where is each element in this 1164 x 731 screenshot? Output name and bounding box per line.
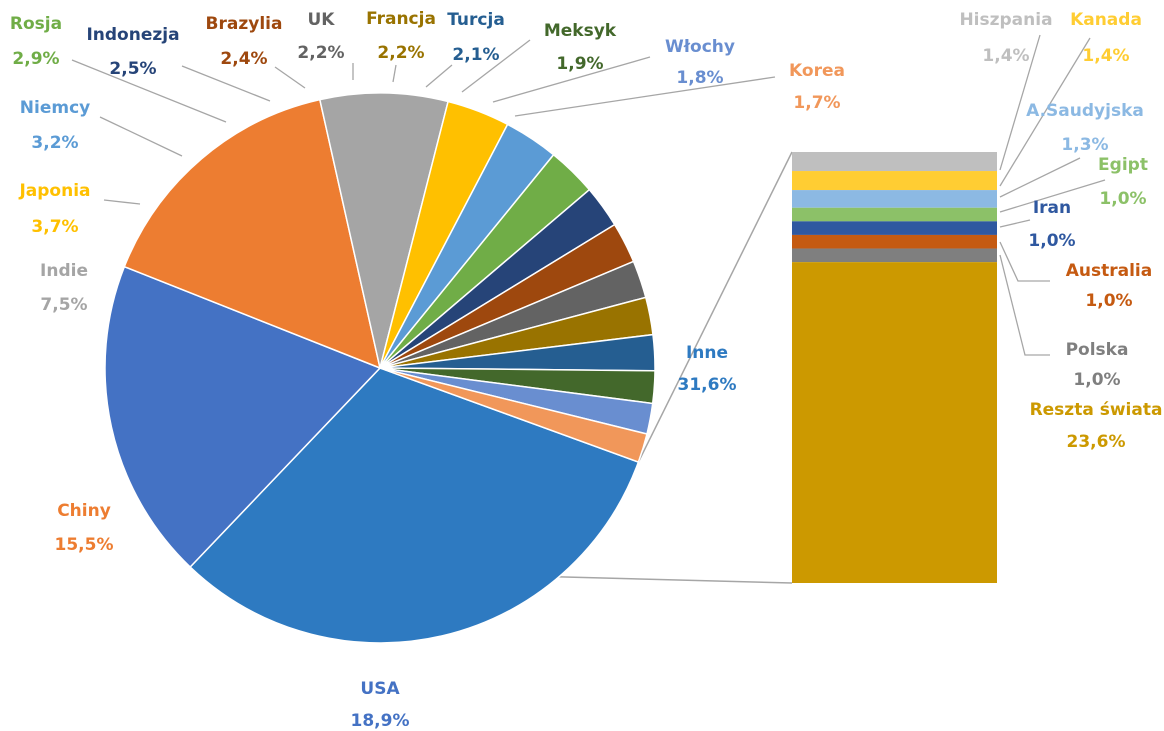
value-australia: 1,0% xyxy=(1085,291,1132,311)
value-uk: 2,2% xyxy=(297,43,344,63)
label-iran: Iran xyxy=(1033,198,1071,218)
leader-line-indonezja xyxy=(181,65,271,102)
label-korea: Korea xyxy=(789,61,845,81)
label-indie: Indie xyxy=(40,261,88,281)
value-inne: 31,6% xyxy=(678,375,737,395)
pie-slice-chiny xyxy=(123,98,382,370)
leader-line-brazylia xyxy=(274,66,306,89)
leader-line-iran xyxy=(999,219,1031,228)
label-uk: UK xyxy=(308,10,336,30)
leader-line-hiszpania xyxy=(999,34,1041,171)
value-meksyk: 1,9% xyxy=(556,54,603,74)
value-włochy: 1,8% xyxy=(676,68,723,88)
label-chiny: Chiny xyxy=(57,501,111,521)
value-turcja: 2,1% xyxy=(452,45,499,65)
leader-line-korea xyxy=(514,76,776,117)
bar-segment-hiszpania xyxy=(792,152,997,172)
value-usa: 18,9% xyxy=(351,711,410,731)
value-japonia: 3,7% xyxy=(31,217,78,237)
label-niemcy: Niemcy xyxy=(20,98,90,118)
bar-segment-polska xyxy=(792,248,997,263)
label-japonia: Japonia xyxy=(18,181,90,201)
label-inne: Inne xyxy=(686,343,728,363)
value-reszta-świata: 23,6% xyxy=(1067,432,1126,452)
stacked-bar xyxy=(792,152,997,583)
pie-slice-inne xyxy=(189,367,640,644)
leader-line-kanada xyxy=(999,37,1091,187)
leader-line-francja xyxy=(392,64,397,83)
value-francja: 2,2% xyxy=(377,43,424,63)
pie-slice-indie xyxy=(318,92,450,369)
leader-line-niemcy xyxy=(99,116,183,157)
pie-slice-usa xyxy=(104,265,382,569)
value-a-saudyjska: 1,3% xyxy=(1061,135,1108,155)
leader-line-turcja xyxy=(425,64,453,88)
label-indonezja: Indonezja xyxy=(86,25,179,45)
label-hiszpania: Hiszpania xyxy=(959,10,1052,30)
bar-segment-iran xyxy=(792,221,997,235)
leader-line-australia xyxy=(999,241,1050,282)
value-niemcy: 3,2% xyxy=(31,133,78,153)
bar-segment-reszta-świata xyxy=(792,262,997,583)
label-polska: Polska xyxy=(1066,340,1129,360)
value-rosja: 2,9% xyxy=(12,49,59,69)
label-usa: USA xyxy=(360,679,400,699)
data-labels: Inne 31,6% USA 18,9% Chiny 15,5% Indie 7,5% Japo… xyxy=(10,9,1163,731)
value-egipt: 1,0% xyxy=(1099,189,1146,209)
bar-segment-australia xyxy=(792,234,997,249)
value-chiny: 15,5% xyxy=(55,535,114,555)
label-reszta-świata: Reszta świata xyxy=(1030,400,1163,420)
bar-segment-a-saudyjska xyxy=(792,190,997,208)
label-a-saudyjska: A.Saudyjska xyxy=(1026,101,1144,121)
value-indie: 7,5% xyxy=(40,295,87,315)
leader-line-polska xyxy=(999,254,1050,356)
value-iran: 1,0% xyxy=(1028,231,1075,251)
value-indonezja: 2,5% xyxy=(109,59,156,79)
leader-line-meksyk xyxy=(461,39,531,93)
bar-segment-kanada xyxy=(792,171,997,191)
label-egipt: Egipt xyxy=(1098,155,1148,175)
connector-line-top xyxy=(637,151,793,463)
pie-slices xyxy=(104,92,656,644)
leader-line-włochy xyxy=(492,56,651,103)
value-polska: 1,0% xyxy=(1073,370,1120,390)
label-włochy: Włochy xyxy=(665,37,735,57)
label-brazylia: Brazylia xyxy=(206,14,283,34)
label-rosja: Rosja xyxy=(10,14,62,34)
leader-line-japonia xyxy=(103,199,141,205)
value-korea: 1,7% xyxy=(793,93,840,113)
leader-line-rosja xyxy=(71,59,227,123)
label-meksyk: Meksyk xyxy=(544,21,617,41)
leader-line-egipt xyxy=(999,179,1106,213)
value-hiszpania: 1,4% xyxy=(982,46,1029,66)
leader-line-a-saudyjska xyxy=(999,157,1081,198)
label-francja: Francja xyxy=(366,9,436,29)
pie-slice-korea xyxy=(379,367,648,464)
leader-lines xyxy=(71,34,1106,356)
label-turcja: Turcja xyxy=(447,10,505,30)
label-australia: Australia xyxy=(1066,261,1153,281)
label-kanada: Kanada xyxy=(1070,10,1142,30)
value-brazylia: 2,4% xyxy=(220,49,267,69)
bar-segment-egipt xyxy=(792,207,997,222)
value-kanada: 1,4% xyxy=(1082,46,1129,66)
